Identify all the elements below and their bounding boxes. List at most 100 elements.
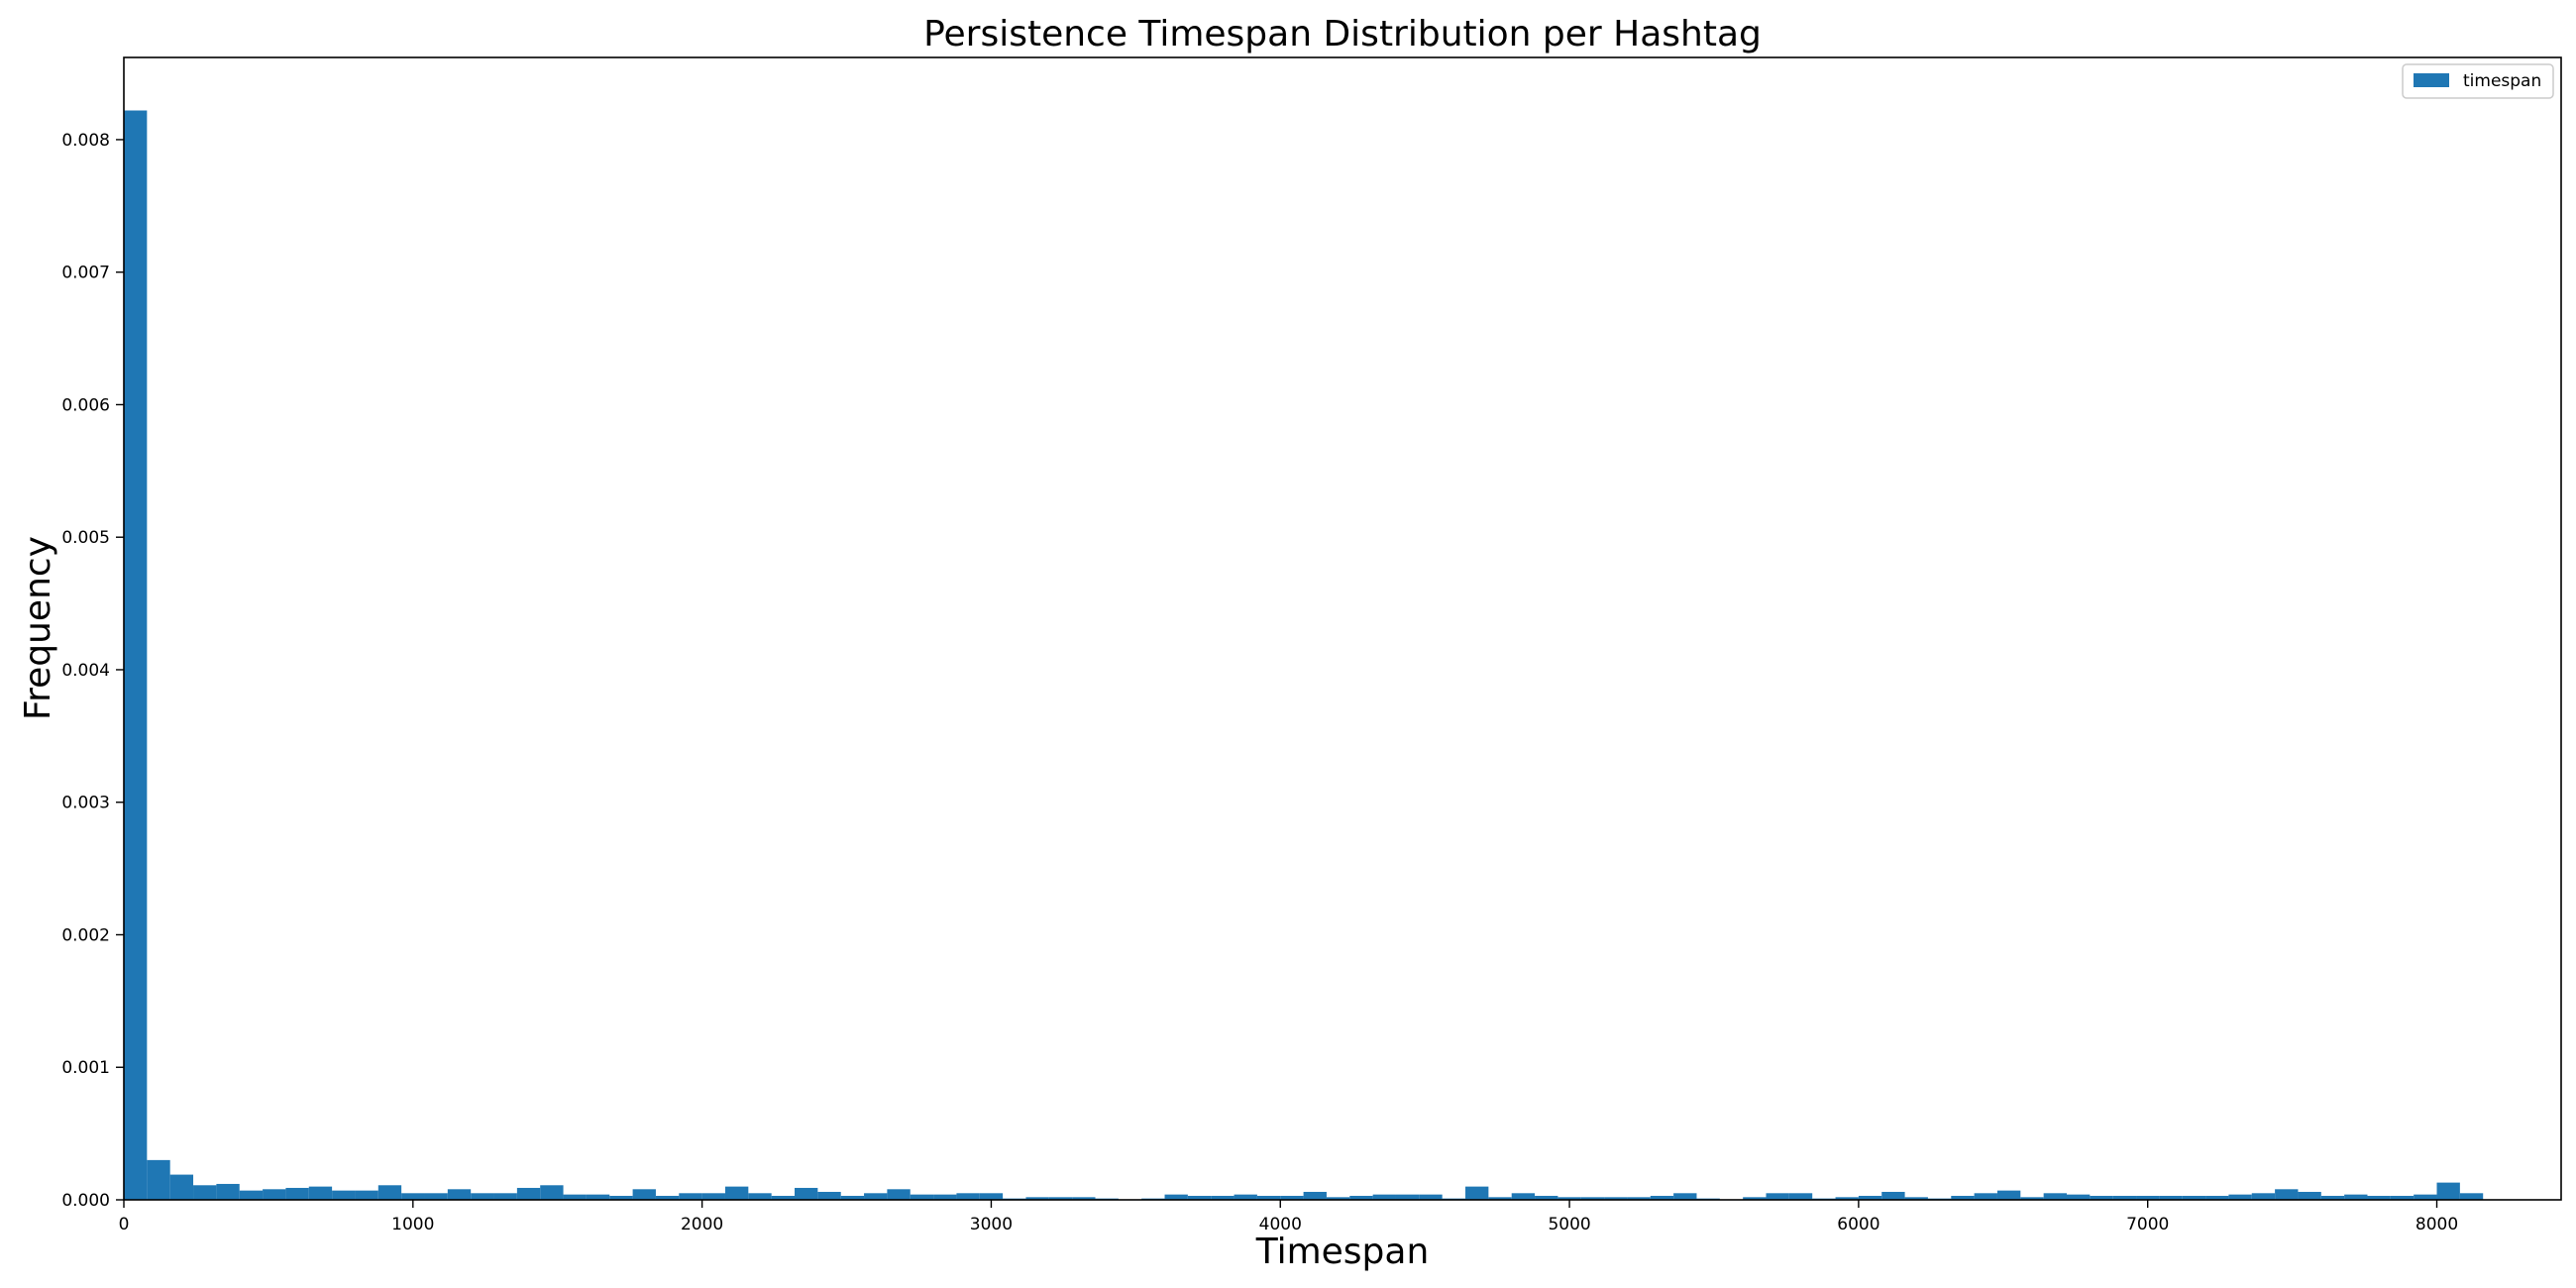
histogram-bar xyxy=(1835,1197,1859,1200)
histogram-bar xyxy=(2298,1191,2321,1200)
histogram-bar xyxy=(1326,1197,1350,1200)
histogram-bar xyxy=(632,1189,656,1200)
histogram-bar xyxy=(1256,1195,1281,1200)
histogram-bar xyxy=(216,1183,240,1200)
histogram-bar xyxy=(1858,1195,1882,1200)
x-tick-label: 7000 xyxy=(2126,1215,2169,1234)
histogram-bar xyxy=(1788,1193,1813,1200)
histogram-bar xyxy=(2112,1195,2137,1200)
histogram-bar xyxy=(401,1193,425,1200)
histogram-bar xyxy=(1234,1194,1257,1200)
histogram-bar xyxy=(377,1185,402,1200)
histogram-bar xyxy=(1881,1191,1905,1200)
histogram-bar xyxy=(2367,1195,2391,1200)
histogram-bar xyxy=(516,1187,541,1200)
histogram-bar xyxy=(285,1187,309,1200)
x-tick-label: 3000 xyxy=(970,1215,1013,1234)
histogram-bar xyxy=(724,1186,749,1200)
x-tick-label: 2000 xyxy=(681,1215,723,1234)
histogram-bar xyxy=(308,1186,333,1200)
histogram-bar xyxy=(1673,1193,1697,1200)
histogram-bar xyxy=(840,1195,865,1200)
y-tick-label: 0.002 xyxy=(61,925,110,945)
histogram-bar xyxy=(1766,1193,1789,1200)
legend-box xyxy=(2402,63,2554,99)
histogram-bar xyxy=(1974,1193,1997,1200)
histogram-bar xyxy=(887,1189,911,1200)
histogram-bar xyxy=(2228,1194,2252,1200)
histogram-bar xyxy=(1349,1195,1373,1200)
y-tick-label: 0.007 xyxy=(61,264,110,283)
histogram-bar xyxy=(124,110,148,1201)
histogram-bar xyxy=(2251,1193,2276,1200)
histogram-bar xyxy=(2414,1194,2437,1200)
x-tick-label: 5000 xyxy=(1548,1215,1590,1234)
histogram-bar xyxy=(2159,1195,2183,1200)
histogram-bar xyxy=(956,1193,980,1200)
y-tick-label: 0.008 xyxy=(61,131,110,151)
histogram-bar xyxy=(169,1174,194,1200)
histogram-bar xyxy=(540,1185,564,1200)
histogram-bar xyxy=(2136,1195,2160,1200)
y-tick-label: 0.005 xyxy=(61,528,110,548)
histogram-bar xyxy=(2020,1197,2044,1200)
histogram-bar xyxy=(2205,1195,2229,1200)
x-axis-label: Timespan xyxy=(1255,1232,1430,1272)
legend-label-timespan: timespan xyxy=(2463,71,2541,91)
histogram-bar xyxy=(1743,1197,1767,1200)
y-tick-label: 0.006 xyxy=(61,395,110,415)
histogram-bar xyxy=(1395,1194,1420,1200)
legend: timespan xyxy=(2402,63,2554,99)
y-tick-label: 0.000 xyxy=(61,1191,110,1211)
histogram-bar xyxy=(1048,1197,1073,1200)
histogram-bar xyxy=(933,1194,957,1200)
y-axis-label: Frequency xyxy=(18,536,58,720)
histogram-bar xyxy=(1996,1190,2021,1200)
histogram-bar xyxy=(424,1193,448,1200)
histogram-bar xyxy=(193,1185,217,1200)
x-tick-label: 0 xyxy=(119,1215,130,1234)
histogram-bar xyxy=(1025,1197,1049,1200)
y-tick-label: 0.003 xyxy=(61,794,110,813)
histogram-bar xyxy=(1627,1197,1651,1200)
x-axis-ticks: 0 1000 2000 3000 4000 5000 6000 7000 8000 xyxy=(119,1200,2458,1234)
histogram-bar xyxy=(1072,1197,1096,1200)
histogram-bar xyxy=(2436,1182,2460,1200)
histogram-bar xyxy=(1580,1197,1605,1200)
histogram-bar xyxy=(2090,1195,2113,1200)
histogram-bar xyxy=(1419,1194,1443,1200)
histogram-bar xyxy=(1604,1197,1628,1200)
histogram-bar xyxy=(147,1159,170,1200)
histogram-bar xyxy=(2043,1193,2067,1200)
histogram-bar xyxy=(355,1190,378,1200)
histogram-bar xyxy=(563,1194,587,1200)
histogram-bar xyxy=(2344,1194,2368,1200)
histogram-bar xyxy=(1372,1194,1396,1200)
histogram-bar xyxy=(701,1193,725,1200)
histogram-bar xyxy=(2182,1195,2206,1200)
y-axis-ticks: 0.000 0.001 0.002 0.003 0.004 0.005 0.006 0.007… xyxy=(61,131,124,1211)
histogram-bar xyxy=(2320,1195,2345,1200)
histogram-bar xyxy=(795,1187,818,1200)
histogram-bar xyxy=(1488,1197,1512,1200)
histogram-bar xyxy=(2275,1189,2299,1200)
y-tick-label: 0.001 xyxy=(61,1058,110,1078)
histogram-bar xyxy=(1303,1191,1327,1200)
x-tick-label: 6000 xyxy=(1837,1215,1879,1234)
histogram-bar xyxy=(1511,1193,1536,1200)
histogram-bar xyxy=(609,1195,633,1200)
histogram-bar xyxy=(1650,1195,1674,1200)
histogram-bar xyxy=(1951,1195,1975,1200)
histogram-bar xyxy=(2066,1194,2091,1200)
histogram-bar xyxy=(864,1193,888,1200)
x-tick-label: 4000 xyxy=(1259,1215,1302,1234)
x-tick-label: 1000 xyxy=(391,1215,434,1234)
histogram-bar xyxy=(679,1193,702,1200)
histogram-bar xyxy=(910,1194,934,1200)
histogram-bar xyxy=(586,1194,610,1200)
histogram-bar xyxy=(1211,1195,1234,1200)
histogram-bar xyxy=(979,1193,1004,1200)
histogram-bar xyxy=(1557,1197,1581,1200)
histogram-bar xyxy=(239,1190,264,1200)
